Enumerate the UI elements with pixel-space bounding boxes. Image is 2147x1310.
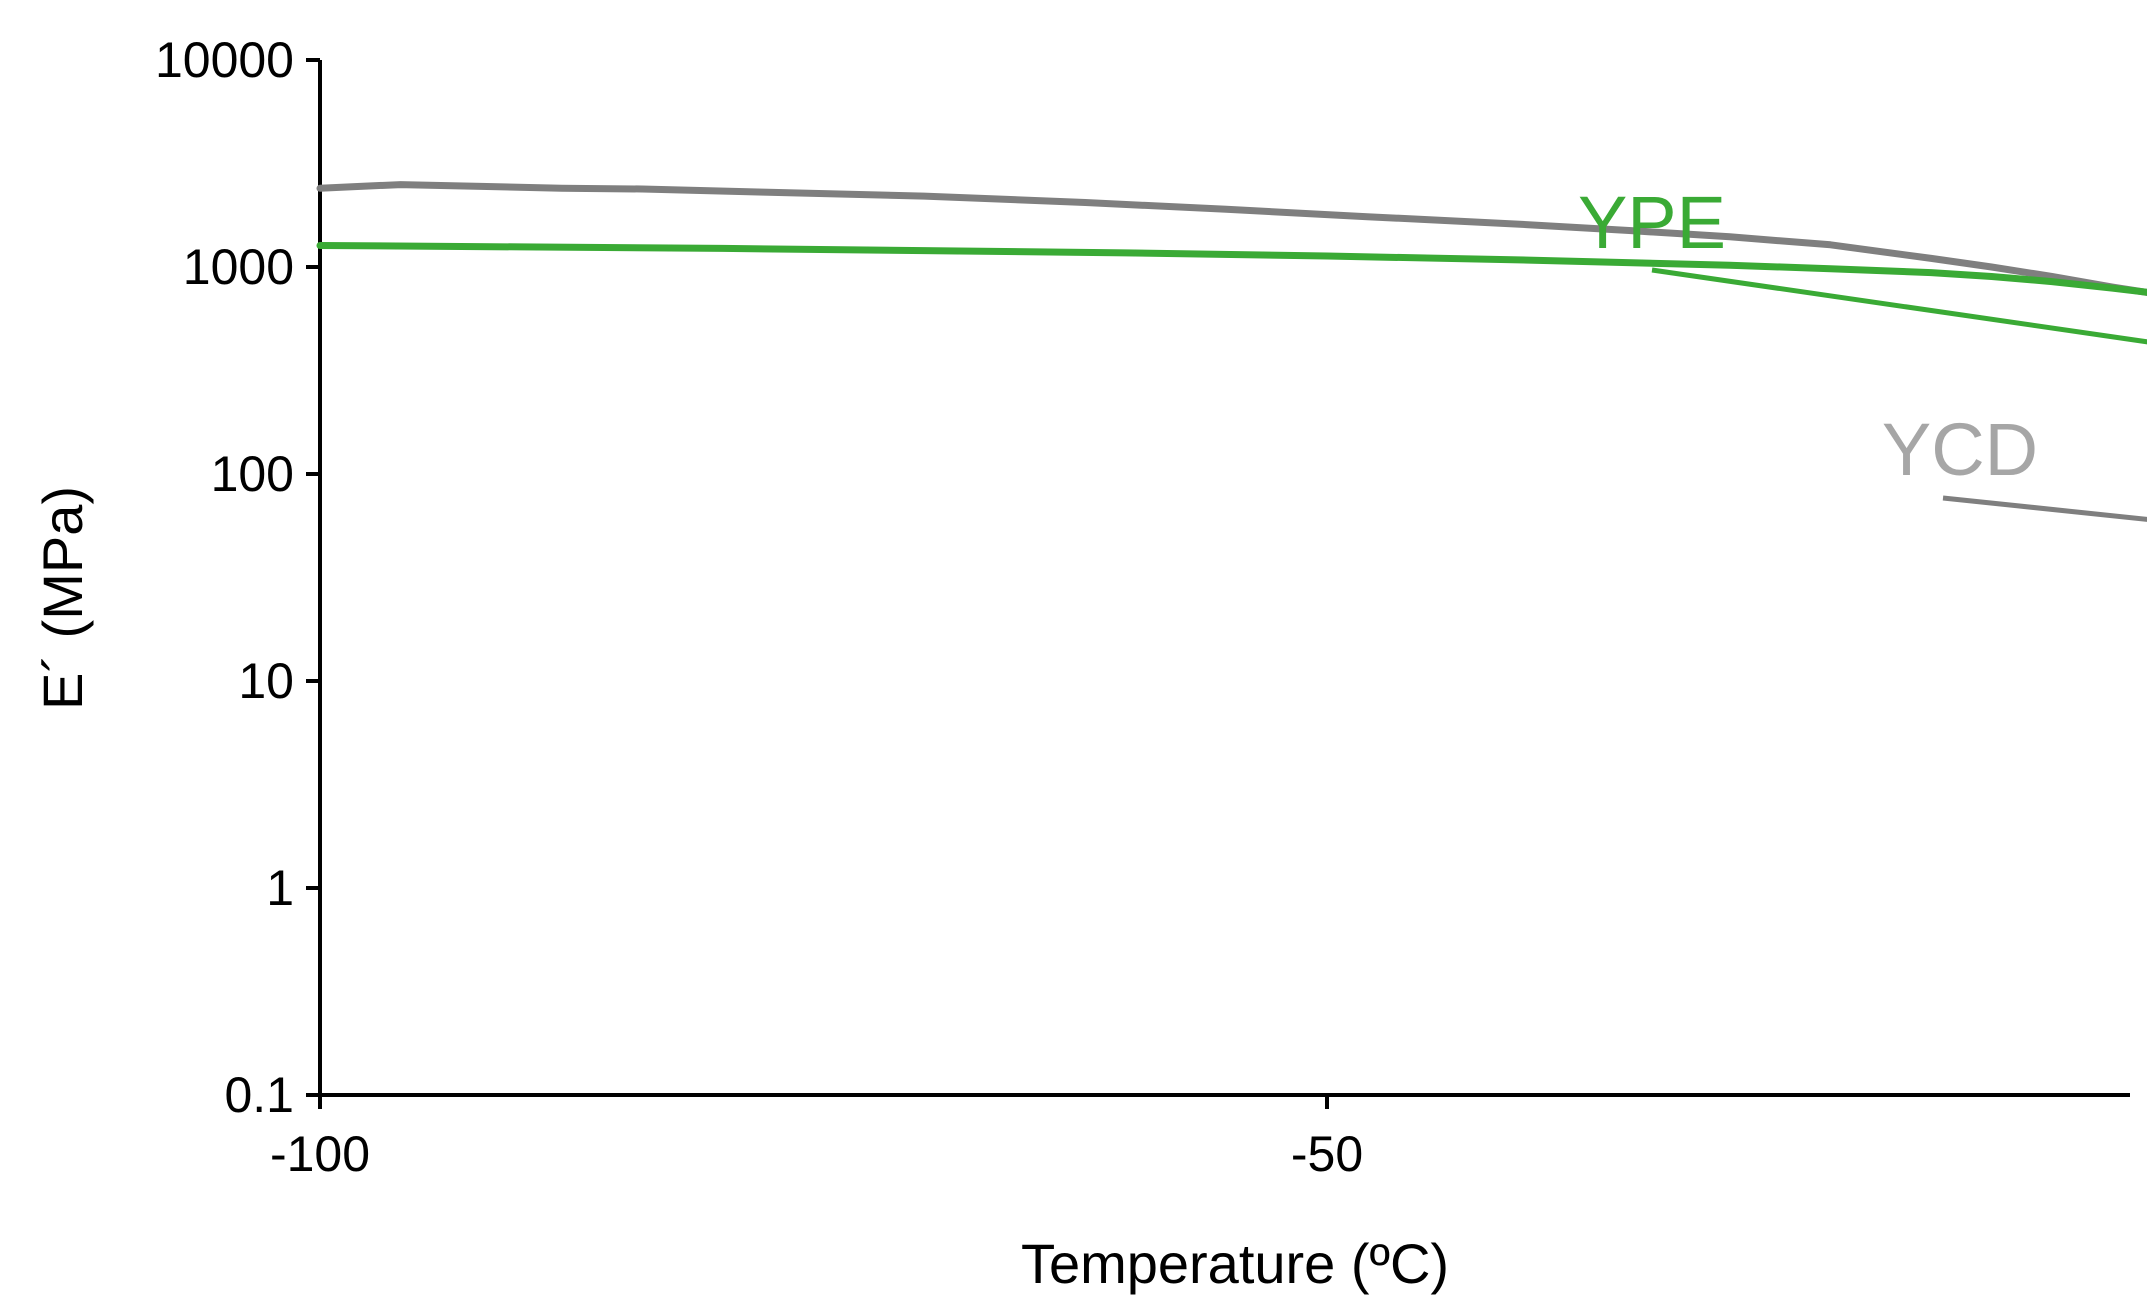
series-layer	[316, 181, 2147, 297]
y-tick-label: 100	[211, 446, 294, 502]
y-axis-title: E´ (MPa)	[31, 486, 94, 710]
annotation-layer: YPE YCD	[1578, 181, 2147, 522]
series-label-ycd: YCD	[1882, 408, 2038, 491]
series-line-ype	[316, 242, 2147, 296]
arrow-shaft-ype	[1651, 267, 2147, 345]
x-tick-label: -100	[270, 1126, 370, 1182]
y-tick-label: 1000	[183, 239, 294, 295]
series-label-ype: YPE	[1578, 181, 1726, 264]
y-tick-label: 1	[266, 860, 294, 916]
x-axis-title: Temperature (ºC)	[1021, 1232, 1449, 1295]
y-tick-label: 10000	[155, 32, 294, 88]
y-tick-label: 0.1	[224, 1067, 294, 1123]
series-line-ycd	[316, 181, 2147, 297]
y-tick-label: 10	[238, 653, 294, 709]
arrow-shaft-ycd	[1942, 495, 2147, 522]
x-tick-label: -50	[1291, 1126, 1363, 1182]
